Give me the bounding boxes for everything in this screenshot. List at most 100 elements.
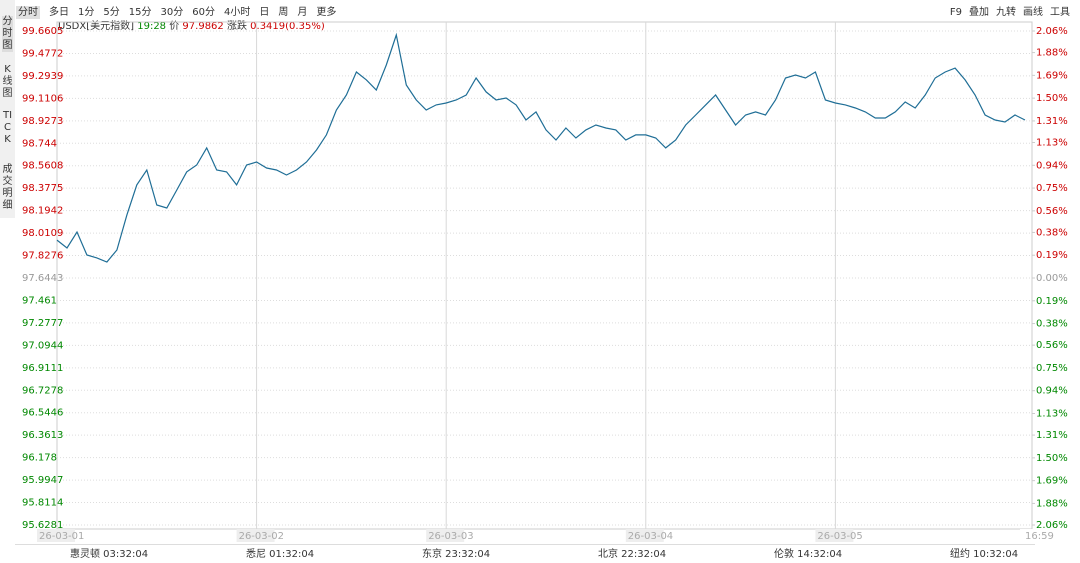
header: USDX[美元指数] 19:28 价 97.9862 涨跌 0.3419(0.3… bbox=[58, 17, 325, 32]
y-tick-label: 96.7278 bbox=[22, 385, 63, 396]
y-tick-label: 98.0109 bbox=[22, 228, 63, 239]
y2-tick-label: 1.88% bbox=[1036, 48, 1068, 59]
y2-tick-label: 1.13% bbox=[1036, 138, 1068, 149]
y2-tick-label: 0.75% bbox=[1036, 363, 1068, 374]
y-tick-label: 98.3775 bbox=[22, 183, 63, 194]
price-line bbox=[56, 32, 1026, 263]
tools: F9 叠加 九转 画线 工具 bbox=[943, 3, 1070, 18]
tool-button[interactable]: 画线 bbox=[1023, 7, 1043, 18]
y2-tick-label: 1.31% bbox=[1036, 116, 1068, 127]
x-label-bg bbox=[37, 529, 75, 542]
tool-button[interactable]: 九转 bbox=[996, 7, 1016, 18]
y-tick-label: 97.6443 bbox=[22, 273, 63, 284]
timezone: 伦敦 14:32:04 bbox=[774, 549, 843, 560]
y-tick-label: 96.178 bbox=[22, 453, 57, 464]
x-tick-label: 16:59 bbox=[1025, 531, 1054, 542]
sidebar-tab[interactable]: TICK bbox=[2, 110, 13, 145]
y2-tick-label: 0.00% bbox=[1036, 273, 1068, 284]
y2-tick-label: 0.94% bbox=[1036, 386, 1068, 397]
tool-button[interactable]: 工具 bbox=[1050, 7, 1070, 18]
y2-tick-label: 1.50% bbox=[1036, 93, 1068, 104]
y2-tick-label: 0.56% bbox=[1036, 206, 1068, 217]
period-tab[interactable]: 15分 bbox=[128, 7, 152, 18]
y2-tick-label: 0.38% bbox=[1036, 319, 1068, 330]
timezone: 北京 22:32:04 bbox=[598, 549, 667, 560]
y2-tick-label: 1.69% bbox=[1036, 70, 1068, 81]
y2-tick-label: 0.56% bbox=[1036, 340, 1068, 351]
x-label-bg bbox=[236, 529, 275, 542]
y2-tick-label: 0.38% bbox=[1036, 227, 1068, 238]
tool-button[interactable]: F9 bbox=[949, 7, 962, 18]
y-tick-label: 99.1106 bbox=[22, 93, 63, 104]
y-tick-label: 99.2939 bbox=[22, 71, 63, 82]
timezones: 惠灵顿 03:32:04 悉尼 01:32:04 东京 23:32:04 北京 22:… bbox=[15, 544, 1035, 561]
y-tick-label: 98.1942 bbox=[22, 206, 63, 217]
x-tick-label: 26-03-02 bbox=[239, 531, 284, 542]
y2-tick-label: 0.19% bbox=[1036, 250, 1068, 261]
timezone: 纽约 10:32:04 bbox=[950, 549, 1019, 560]
y-tick-label: 97.8276 bbox=[22, 251, 63, 262]
period-tab[interactable]: 5分 bbox=[103, 7, 120, 18]
tool-button[interactable]: 叠加 bbox=[969, 7, 989, 18]
y2-tick-label: 1.13% bbox=[1036, 408, 1068, 419]
y-tick-label: 95.9947 bbox=[22, 475, 63, 486]
x-label-bg bbox=[815, 529, 854, 542]
y2-tick-label: 2.06% bbox=[1036, 520, 1068, 531]
time: 19:28 bbox=[137, 21, 167, 32]
y-tick-label: 96.9111 bbox=[22, 363, 63, 374]
x-tick-label: 26-03-01 bbox=[39, 531, 84, 542]
x-label-bg bbox=[1020, 529, 1058, 542]
x-label-bg bbox=[426, 529, 465, 542]
y2-tick-label: 2.06% bbox=[1036, 26, 1068, 37]
period-tab[interactable]: 分时 bbox=[16, 6, 40, 19]
y2-tick-label: 0.19% bbox=[1036, 296, 1068, 307]
period-tab[interactable]: 日 bbox=[259, 7, 270, 18]
period-tab[interactable]: 周 bbox=[278, 7, 289, 18]
price-label: 价 bbox=[169, 21, 180, 32]
change: 0.3419(0.35%) bbox=[250, 21, 325, 32]
y-tick-label: 97.461 bbox=[22, 295, 57, 306]
sidebar-tab[interactable]: 分时图 bbox=[2, 16, 13, 52]
toolbar: 分时 多日 1分 5分 15分 30分 60分 4小时日周月更多 bbox=[16, 3, 345, 19]
change-label: 涨跌 bbox=[226, 21, 247, 32]
y-tick-label: 99.6605 bbox=[22, 26, 63, 37]
y-tick-label: 99.4772 bbox=[22, 48, 63, 59]
y-tick-label: 96.3613 bbox=[22, 430, 63, 441]
timezone: 东京 23:32:04 bbox=[422, 549, 491, 560]
period-tab[interactable]: 更多 bbox=[316, 7, 337, 18]
sidebar bbox=[0, 0, 15, 218]
y-tick-label: 95.6281 bbox=[22, 520, 63, 531]
y-tick-label: 97.0944 bbox=[22, 340, 63, 351]
y-tick-label: 98.9273 bbox=[22, 116, 63, 127]
y-tick-label: 98.5608 bbox=[22, 161, 63, 172]
price: 97.9862 bbox=[182, 21, 224, 32]
y2-tick-label: 1.69% bbox=[1036, 476, 1068, 487]
sidebar-tab[interactable]: K线图 bbox=[2, 64, 13, 99]
plot-border bbox=[56, 21, 1033, 530]
y-tick-label: 95.8114 bbox=[22, 498, 63, 509]
y-tick-label: 97.2777 bbox=[22, 318, 63, 329]
period-tab[interactable]: 60分 bbox=[192, 7, 215, 18]
y2-tick-label: 0.75% bbox=[1036, 183, 1068, 194]
y-tick-label: 96.5446 bbox=[22, 408, 63, 419]
period-tab[interactable]: 1分 bbox=[78, 7, 95, 18]
x-label-bg bbox=[625, 529, 664, 542]
y2-tick-label: 1.88% bbox=[1036, 498, 1068, 509]
period-tab[interactable]: 多日 bbox=[49, 7, 69, 18]
period-tab[interactable]: 30分 bbox=[160, 7, 184, 18]
period-tab[interactable]: 月 bbox=[297, 7, 308, 18]
timezone: 惠灵顿 03:32:04 bbox=[70, 549, 149, 560]
x-tick-label: 26-03-03 bbox=[428, 531, 473, 542]
y2-tick-label: 0.94% bbox=[1036, 160, 1068, 171]
y-tick-label: 98.744 bbox=[22, 138, 57, 149]
y2-tick-label: 1.31% bbox=[1036, 430, 1068, 441]
period-tab[interactable]: 4小时 bbox=[223, 7, 251, 18]
sidebar-tab[interactable]: 成交明细 bbox=[2, 164, 13, 211]
x-tick-label: 26-03-04 bbox=[628, 531, 673, 542]
y2-tick-label: 1.50% bbox=[1036, 453, 1068, 464]
timezone: 悉尼 01:32:04 bbox=[246, 549, 315, 560]
x-tick-label: 26-03-05 bbox=[817, 531, 862, 542]
symbol: USDX[美元指数] bbox=[58, 21, 135, 32]
